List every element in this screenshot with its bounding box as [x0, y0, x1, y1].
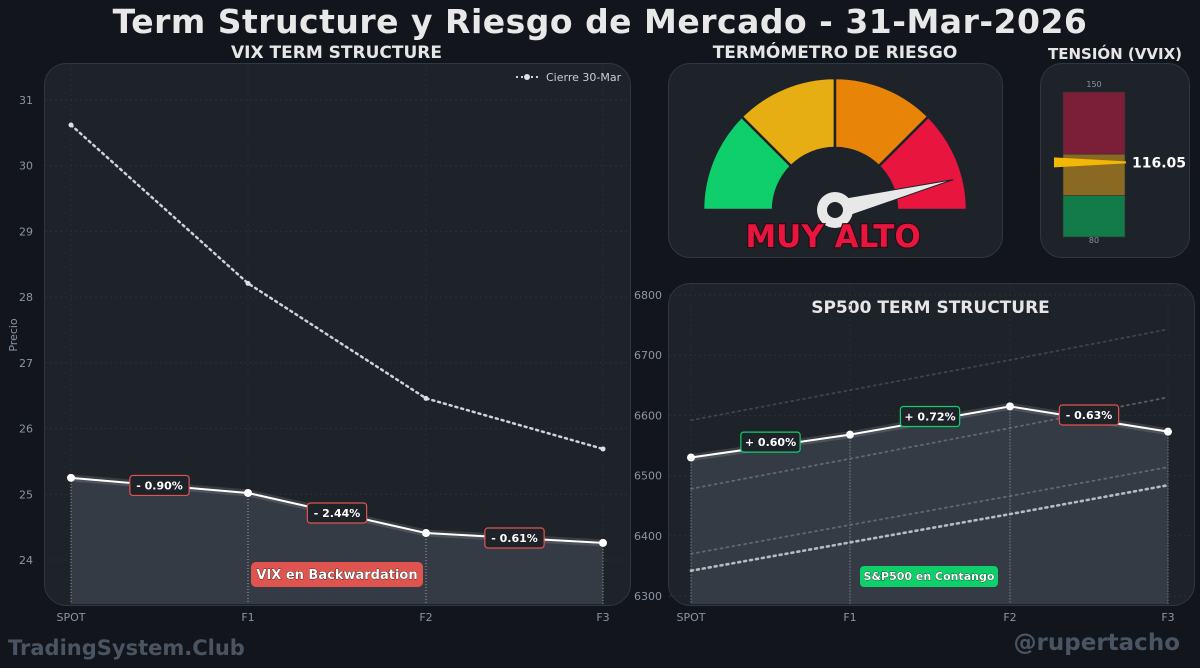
gauge-title: TERMÓMETRO DE RIESGO	[712, 43, 958, 63]
vix-status-badge	[251, 562, 423, 587]
vix-prev-close-line	[69, 123, 605, 451]
vix-y-tick: 25	[19, 488, 33, 501]
sp500-y-tick: 6300	[634, 590, 662, 603]
vix-y-tick: 28	[19, 291, 33, 304]
sp500-point	[687, 453, 695, 462]
vix-prev-point	[423, 395, 429, 401]
vix-chart: 24 25 26 27 28 29 30 31 SPOT F1 F2 F3 Precio - 0.90% -…	[7, 64, 628, 624]
sp500-change-label: + 0.60%	[745, 436, 796, 449]
vix-prev-point	[245, 280, 251, 286]
sp500-change-label: - 0.63%	[1066, 409, 1113, 422]
vix-change-label: - 2.44%	[314, 507, 361, 520]
vvix-pointer	[1054, 157, 1126, 168]
vix-y-tick: 26	[19, 423, 33, 436]
sp500-x-tick: F1	[843, 611, 856, 624]
vvix-band	[1062, 91, 1126, 155]
sp500-area-fill	[691, 406, 1168, 604]
vix-point	[422, 529, 430, 538]
vix-x-tick: F3	[596, 611, 609, 624]
vix-change-label-box	[129, 474, 190, 497]
vvix-meter: 150 80 116.05	[1054, 80, 1186, 245]
vix-y-tick: 27	[19, 357, 33, 370]
vix-x-tick: F1	[241, 611, 254, 624]
vvix-min-label: 80	[1089, 236, 1099, 245]
sp500-projection-line	[689, 483, 1170, 573]
vix-y-tick: 31	[19, 94, 33, 107]
gauge-hub-center	[827, 202, 843, 218]
vix-x-tick: SPOT	[57, 611, 86, 624]
vix-prev-point	[600, 446, 606, 452]
sp500-y-tick: 6800	[634, 289, 662, 302]
vix-point	[599, 538, 607, 547]
vix-point	[244, 488, 252, 497]
sp500-y-tick: 6400	[634, 530, 662, 543]
sp500-change-label-box	[899, 405, 961, 428]
vix-y-tick: 29	[19, 225, 33, 238]
sp500-y-tick: 6600	[634, 409, 662, 422]
gauge-risk-label: MUY ALTO	[745, 219, 920, 255]
sp500-point	[846, 430, 854, 439]
vix-y-tick: 30	[19, 160, 33, 173]
vix-change-label-box	[306, 502, 368, 524]
vix-legend-label: Cierre 30-Mar	[546, 71, 622, 84]
sp500-projection-line	[690, 466, 1169, 555]
vvix-band	[1062, 195, 1126, 238]
vvix-title: TENSIÓN (VVIX)	[1047, 45, 1183, 63]
vix-change-label-box	[484, 527, 545, 549]
sp500-point	[1164, 427, 1172, 436]
sp500-x-tick: SPOT	[677, 611, 706, 624]
vix-prev-point	[68, 122, 74, 128]
vix-x-tick: F2	[419, 611, 432, 624]
risk-gauge: MUY ALTO	[701, 76, 969, 256]
sp500-chart-title: SP500 TERM STRUCTURE	[811, 298, 1050, 318]
sp500-x-tick: F3	[1161, 611, 1174, 624]
sp500-change-label: + 0.72%	[904, 410, 955, 423]
sp500-point	[1006, 402, 1014, 411]
vix-y-tick: 24	[19, 554, 33, 567]
vix-y-axis-label: Precio	[7, 318, 20, 352]
gauge-segment-red	[877, 114, 969, 212]
vvix-max-label: 150	[1086, 80, 1101, 89]
sp500-x-tick: F2	[1003, 611, 1016, 624]
sp500-chart: 6300 6400 6500 6600 6700 6800 SPOT F1 F2 F3 + 0.60…	[634, 284, 1192, 624]
sp500-status-badge	[860, 566, 998, 587]
sp500-change-label-box	[740, 431, 801, 453]
vix-point	[67, 473, 75, 482]
vix-change-label: - 0.61%	[491, 532, 538, 545]
vix-legend-marker	[524, 74, 530, 80]
vix-change-label: - 0.90%	[136, 479, 183, 492]
vix-area-fill	[71, 477, 603, 604]
footer-handle: @rupertacho	[1013, 630, 1180, 656]
sp500-change-label-box	[1058, 404, 1120, 426]
vix-chart-title: VIX TERM STRUCTURE	[231, 43, 442, 63]
vvix-value: 116.05	[1132, 155, 1186, 171]
vix-status-text: VIX en Backwardation	[256, 568, 417, 583]
sp500-status-text: S&P500 en Contango	[864, 570, 995, 583]
sp500-y-tick: 6500	[634, 470, 662, 483]
sp500-y-tick: 6700	[634, 349, 662, 362]
footer-brand: TradingSystem.Club	[8, 636, 245, 660]
page-title: Term Structure y Riesgo de Mercado - 31-…	[112, 2, 1088, 41]
